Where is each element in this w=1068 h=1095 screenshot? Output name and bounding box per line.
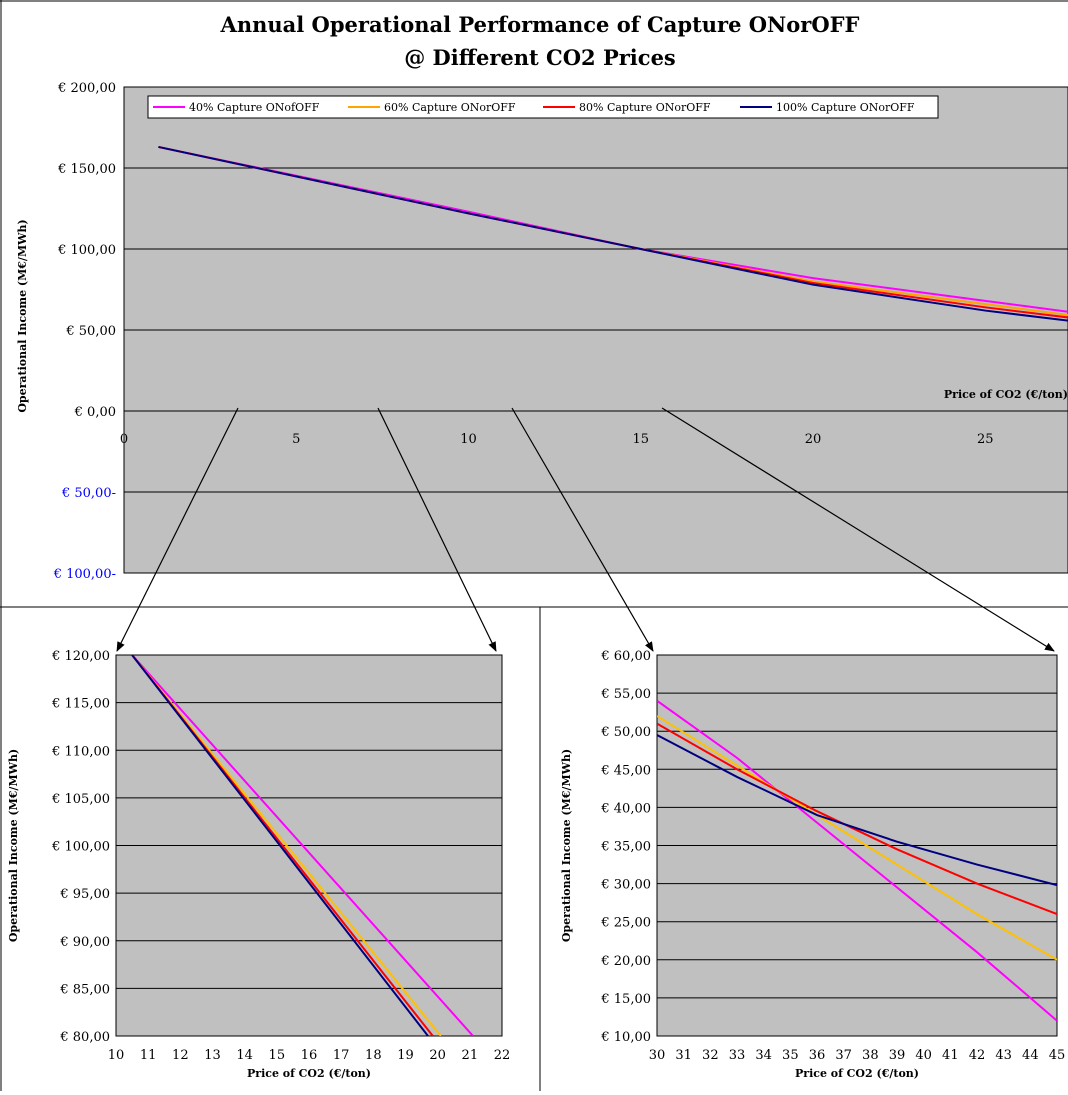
chart-left-x-tick-label: 21 [462, 1048, 479, 1063]
zoom-chart-right: € 60,00 € 55,00 € 50,00 € 45,00 € 40,00 € 35,… [560, 649, 1065, 1080]
chart-right-x-tick-label: 40 [915, 1048, 932, 1063]
chart-right-y-tick-label: € 35,00 [600, 840, 651, 855]
main-y-tick-label: € 200,00 [57, 81, 116, 96]
main-x-tick-label: 10 [460, 432, 477, 447]
chart-right-x-tick-label: 44 [1022, 1048, 1039, 1063]
chart-left-x-tick-label: 11 [140, 1048, 157, 1063]
main-y-tick-label: € 50,00 [65, 324, 116, 339]
chart-left-series-line-1 [131, 655, 442, 1036]
chart-left-y-tick-label: € 100,00 [51, 840, 110, 855]
chart-left-x-tick-label: 12 [172, 1048, 189, 1063]
chart-right-y-tick-label: € 40,00 [600, 801, 651, 816]
chart-left-y-tick-label: € 105,00 [51, 792, 110, 807]
legend-label-2: 80% Capture ONorOFF [579, 101, 711, 114]
main-y-tick-label: € 100,00 [57, 243, 116, 258]
chart-left-x-tick-label: 17 [333, 1048, 350, 1063]
chart-right-x-tick-label: 32 [702, 1048, 719, 1063]
main-y-tick-label: € 0,00 [74, 405, 116, 420]
chart-right-x-tick-label: 43 [995, 1048, 1012, 1063]
chart-left-y-tick-label: € 115,00 [51, 697, 110, 712]
chart-left-y-tick-label: € 85,00 [59, 982, 110, 997]
chart-left-y-tick-label: € 80,00 [59, 1030, 110, 1045]
chart-left-y-tick-label: € 90,00 [59, 935, 110, 950]
main-x-tick-label: 25 [977, 432, 994, 447]
main-y-tick-label: € 50,00- [61, 486, 116, 501]
chart-right-y-tick-label: € 45,00 [600, 763, 651, 778]
zoom-arrow-3 [661, 407, 1055, 652]
chart-right-x-tick-label: 35 [782, 1048, 799, 1063]
chart-right-y-tick-label: € 55,00 [600, 687, 651, 702]
chart-right-y-tick-label: € 50,00 [600, 725, 651, 740]
main-y-axis-label: Operational Income (M€/MWh) [16, 219, 29, 412]
chart-left-y-tick-label: € 110,00 [51, 744, 110, 759]
chart-right-x-tick-label: 42 [969, 1048, 986, 1063]
chart-right-y-tick-label: € 10,00 [600, 1030, 651, 1045]
chart-right-series-line-3 [657, 734, 1057, 887]
chart-left-y-axis-label: Operational Income (M€/MWh) [7, 749, 20, 942]
chart-right-x-tick-label: 33 [729, 1048, 746, 1063]
legend: 40% Capture ONofOFF 60% Capture ONorOFF 80… [147, 95, 939, 119]
main-y-tick-label: € 150,00 [57, 162, 116, 177]
chart-left-x-tick-label: 10 [108, 1048, 125, 1063]
zoom-arrow-2 [511, 407, 654, 652]
main-title-line1: Annual Operational Performance of Captur… [220, 12, 860, 37]
main-x-tick-label: 15 [632, 432, 649, 447]
chart-right-y-tick-label: € 20,00 [600, 954, 651, 969]
chart-right-y-tick-label: € 30,00 [600, 878, 651, 893]
chart-right-x-tick-label: 38 [862, 1048, 879, 1063]
chart-right-x-tick-label: 39 [889, 1048, 906, 1063]
chart-left-series-line-3 [131, 655, 429, 1036]
chart-left-x-tick-label: 19 [397, 1048, 414, 1063]
chart-left-y-tick-label: € 95,00 [59, 887, 110, 902]
chart-left-x-tick-label: 14 [236, 1048, 253, 1063]
chart-right-x-tick-label: 45 [1049, 1048, 1066, 1063]
chart-right-x-tick-label: 30 [649, 1048, 666, 1063]
legend-label-3: 100% Capture ONorOFF [776, 101, 915, 114]
chart-right-series-line-1 [657, 715, 1057, 961]
chart-right-x-axis-label: Price of CO2 (€/ton) [795, 1067, 919, 1080]
chart-right-x-tick-label: 31 [675, 1048, 692, 1063]
chart-left-x-tick-label: 18 [365, 1048, 382, 1063]
chart-right-y-tick-label: € 25,00 [600, 916, 651, 931]
zoom-chart-left: € 120,00 € 115,00 € 110,00 € 105,00 € 100,00… [7, 649, 510, 1080]
chart-right-y-axis-label: Operational Income (M€/MWh) [560, 749, 573, 942]
zoom-arrows [116, 407, 1055, 652]
main-y-tick-label: € 100,00- [53, 567, 116, 582]
chart-right-x-tick-label: 41 [942, 1048, 959, 1063]
main-title-line2: @ Different CO2 Prices [404, 45, 676, 70]
main-x-tick-label: 5 [292, 432, 300, 447]
main-x-axis-label: Price of CO2 (€/ton) [944, 388, 1068, 401]
chart-left-x-tick-label: 13 [204, 1048, 221, 1063]
chart-left-x-tick-label: 16 [301, 1048, 318, 1063]
chart-right-x-tick-label: 36 [809, 1048, 826, 1063]
chart-right-y-tick-label: € 15,00 [600, 992, 651, 1007]
chart-right-x-tick-label: 37 [835, 1048, 852, 1063]
main-chart: € 200,00 € 150,00 € 100,00 € 50,00 € 0,00 € 5… [16, 81, 1068, 582]
main-x-tick-label: 20 [805, 432, 822, 447]
chart-left-x-tick-label: 15 [269, 1048, 286, 1063]
chart-right-series-group [657, 699, 1057, 1022]
chart-right-x-tick-label: 34 [755, 1048, 772, 1063]
main-series-line-3 [158, 145, 1068, 322]
zoom-arrow-1 [377, 407, 497, 652]
chart-right-series-line-2 [657, 722, 1057, 916]
chart-left-x-axis-label: Price of CO2 (€/ton) [247, 1067, 371, 1080]
legend-label-1: 60% Capture ONorOFF [384, 101, 516, 114]
main-x-tick-label: 0 [120, 432, 128, 447]
chart-left-series-group [131, 655, 474, 1036]
zoom-arrow-0 [116, 407, 239, 652]
chart-right-series-line-0 [657, 699, 1057, 1022]
chart-right-y-tick-label: € 60,00 [600, 649, 651, 664]
chart-left-series-line-0 [131, 655, 474, 1036]
chart-left-x-tick-label: 20 [429, 1048, 446, 1063]
chart-left-x-tick-label: 22 [494, 1048, 511, 1063]
legend-label-0: 40% Capture ONofOFF [189, 101, 320, 114]
chart-left-y-tick-label: € 120,00 [51, 649, 110, 664]
